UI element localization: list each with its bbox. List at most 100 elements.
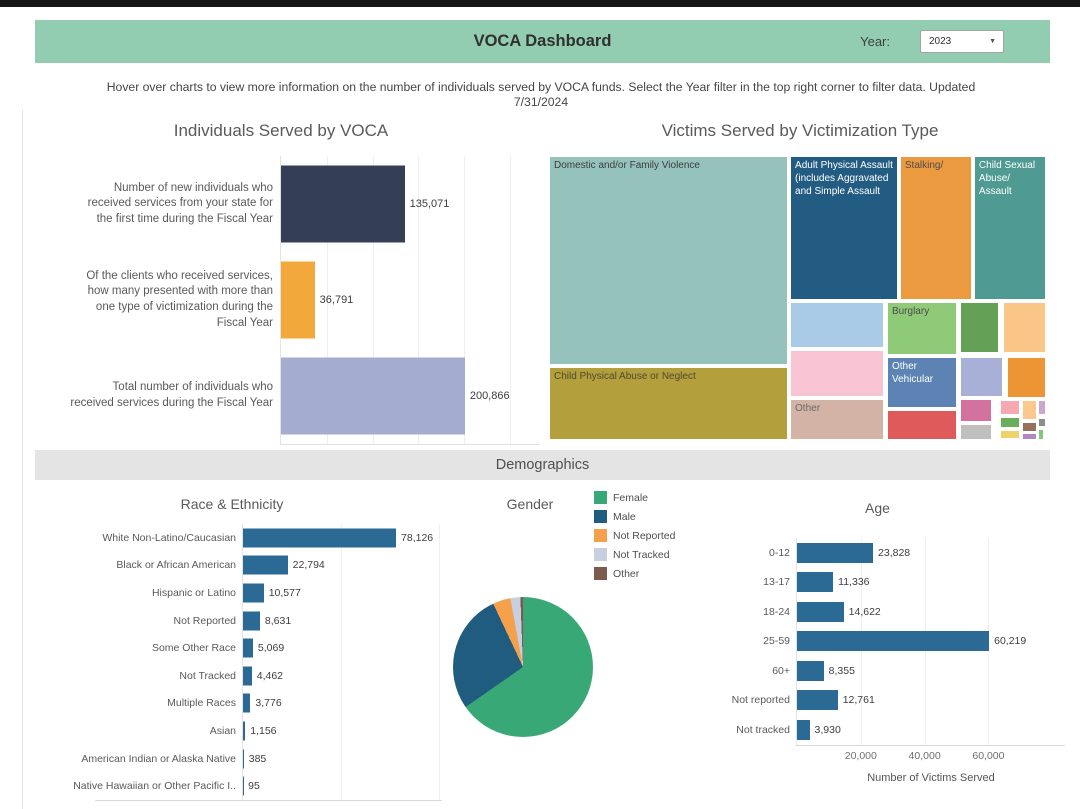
treemap-cell-unlabeled-dark-green[interactable] [960, 301, 999, 354]
legend-item-female[interactable]: Female [594, 488, 675, 507]
bar[interactable] [243, 528, 397, 548]
bar[interactable] [281, 165, 405, 243]
treemap-cell-unlabeled-lavender[interactable] [960, 357, 1004, 398]
bar-row: 13-17 11,336 [690, 567, 1065, 597]
bar-value-label: 22,794 [292, 559, 325, 572]
race-ethnicity-chart: Race & Ethnicity White Non-Latino/Caucas… [22, 484, 442, 809]
treemap-cell-label: Adult Physical Assault (includes Aggrava… [795, 160, 893, 197]
bar[interactable] [797, 572, 834, 593]
treemap-cell-unlabeled-purple[interactable] [1022, 432, 1038, 440]
treemap-cell-unlabeled-orange[interactable] [1007, 357, 1046, 398]
treemap-cell-unlabeled-pink[interactable] [790, 349, 884, 397]
bar[interactable] [243, 583, 264, 603]
bar-category-label: Total number of individuals who received… [70, 381, 273, 409]
instructions-text: Hover over charts to view more informati… [35, 80, 1047, 111]
bar-plot-area: 11,336 [796, 567, 1065, 597]
treemap-cell-child-physical-abuse-neglect[interactable]: Child Physical Abuse or Neglect [549, 367, 789, 440]
chart-title: Individuals Served by VOCA [173, 121, 389, 140]
treemap-cell-stalking[interactable]: Stalking/ [899, 156, 972, 300]
bar[interactable] [243, 611, 260, 631]
treemap-cell-unlabeled-green[interactable] [999, 416, 1020, 429]
bar-plot-area: 12,761 [796, 685, 1065, 715]
bar-value-label: 10,577 [268, 586, 301, 599]
age-chart: Age 0-12 23,828 13-17 11,336 18-24 14,622 25-5… [690, 484, 1065, 809]
treemap-cell-unlabeled-gray[interactable] [960, 424, 992, 440]
bar[interactable] [243, 555, 288, 575]
bar[interactable] [797, 660, 824, 681]
treemap-cell-unlabeled-brown[interactable] [1022, 422, 1038, 433]
bar[interactable] [797, 719, 810, 740]
treemap-cell-unlabeled-dark-pink[interactable] [960, 399, 992, 423]
page-title: VOCA Dashboard [473, 32, 612, 50]
gridline [438, 689, 440, 718]
bar[interactable] [281, 357, 465, 435]
legend-item-not-tracked[interactable]: Not Tracked [594, 545, 675, 564]
gridline [924, 567, 926, 597]
treemap-cell-burglary[interactable]: Burglary [886, 301, 958, 356]
bar[interactable] [797, 542, 874, 563]
treemap-cell-unlabeled-salmon[interactable] [999, 399, 1020, 415]
section-title: Demographics [495, 457, 590, 473]
treemap-cell-other-vehicular[interactable]: Other Vehicular [886, 357, 958, 409]
bar-value-label: 14,622 [848, 605, 881, 618]
gridline [924, 715, 926, 745]
axis-tick-label: 40,000 [908, 750, 941, 762]
bar-row: Not tracked 3,930 [690, 715, 1065, 745]
bar[interactable] [797, 601, 844, 622]
bar[interactable] [243, 666, 252, 686]
bar-row: Multiple Races 3,776 [22, 689, 442, 718]
treemap-cell-unlabeled-red[interactable] [886, 409, 958, 440]
bar-value-label: 3,776 [255, 697, 282, 710]
chart-title: Victims Served by Victimization Type [661, 121, 939, 140]
chart-title: Gender [506, 496, 554, 512]
treemap-cell-other[interactable]: Other [790, 399, 884, 440]
bar-category-label: Asian [209, 724, 236, 737]
legend-item-other[interactable]: Other [594, 564, 675, 583]
legend-item-not-reported[interactable]: Not Reported [594, 526, 675, 545]
bar-row: Native Hawaiian or Other Pacific I.. 95 [22, 772, 442, 800]
legend-item-male[interactable]: Male [594, 507, 675, 526]
gridline [340, 717, 342, 745]
treemap-cell-unlabeled-light-peach[interactable] [1022, 399, 1038, 420]
gridline [438, 717, 440, 745]
bar[interactable] [243, 749, 244, 769]
bar-plot-area: 14,622 [796, 597, 1065, 627]
treemap-cell-unlabeled-small-green[interactable] [1038, 428, 1044, 440]
bar-value-label: 60,219 [994, 635, 1027, 648]
bar[interactable] [797, 690, 838, 711]
treemap-cell-unlabeled-peach[interactable] [1002, 301, 1046, 354]
treemap-cell-unlabeled-dark-gray[interactable] [1038, 418, 1046, 428]
bar[interactable] [797, 631, 990, 652]
gridline [924, 656, 926, 686]
gridline [464, 156, 466, 252]
window-top-bar [0, 0, 1080, 7]
treemap-cell-unlabeled-light-blue[interactable] [790, 301, 884, 348]
treemap-cell-unlabeled-yellow[interactable] [999, 430, 1020, 439]
bar-category-label: 60+ [772, 664, 790, 677]
bar-plot-area: 4,462 [242, 661, 442, 690]
bar-value-label: 385 [248, 752, 267, 765]
bar-row: Not reported 12,761 [690, 685, 1065, 715]
treemap-cell-unlabeled-light-purple[interactable] [1038, 399, 1046, 415]
year-filter-label: Year: [860, 34, 890, 49]
bar[interactable] [243, 721, 246, 741]
gridline [340, 661, 342, 690]
legend-label: Male [613, 510, 636, 523]
year-dropdown[interactable]: 2023 ▼ [920, 30, 1004, 53]
treemap-cell-adult-physical-assault[interactable]: Adult Physical Assault (includes Aggrava… [790, 156, 898, 300]
gridline [924, 538, 926, 568]
gridline [438, 661, 440, 690]
victimization-type-chart: Victims Served by Victimization Type Dom… [540, 112, 1060, 445]
bar-row: Of the clients who received services, ho… [22, 252, 540, 348]
gridline [438, 772, 440, 800]
bar[interactable] [243, 638, 253, 658]
legend-label: Other [613, 567, 640, 580]
gender-pie[interactable] [453, 597, 593, 737]
legend-swatch [594, 548, 607, 561]
treemap-cell-child-sexual-abuse-assault[interactable]: Child Sexual Abuse/ Assault [973, 156, 1046, 300]
treemap: Domestic and/or Family Violence Child Phy… [549, 156, 1046, 440]
gridline [464, 252, 466, 348]
treemap-cell-domestic-family-violence[interactable]: Domestic and/or Family Violence [549, 156, 789, 366]
bar[interactable] [281, 261, 315, 339]
bar[interactable] [243, 693, 251, 713]
